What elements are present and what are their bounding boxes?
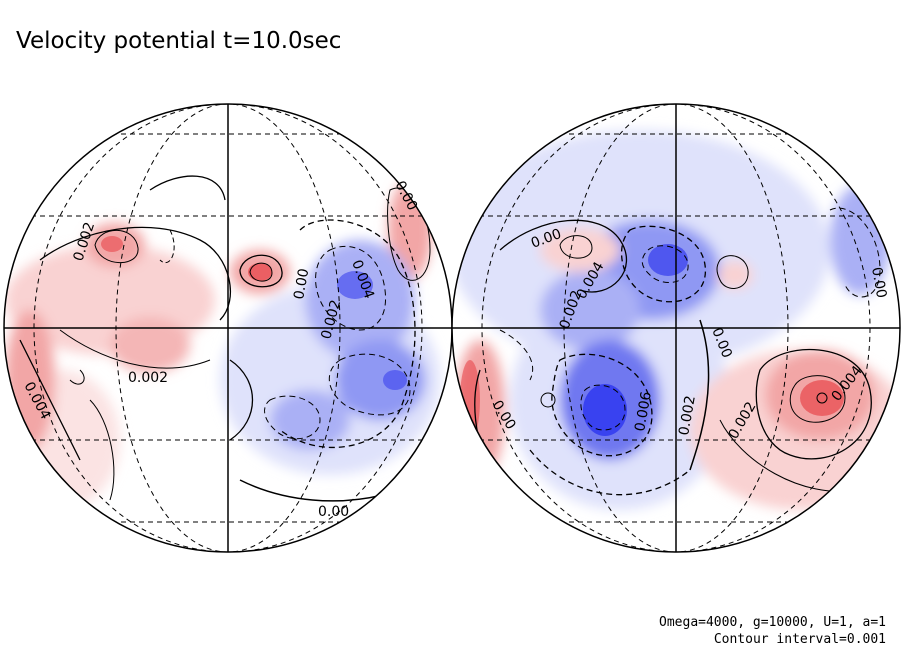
contour-label: 0.00 [318,504,349,520]
right-hemisphere: 0.00 0.002 0.004 0.006 0.002 0.00 0.002 … [451,103,901,553]
footer-contour-interval: Contour interval=0.001 [714,632,886,647]
contour-label: 0.00 [291,267,312,300]
footer-params: Omega=4000, g=10000, U=1, a=1 [659,615,886,630]
right-contours [474,207,881,496]
contour-label: 0.00 [868,266,889,299]
contour-label: 0.006 [632,390,655,432]
map-title: Velocity potential t=10.0sec [16,28,341,54]
contour-label: 0.002 [676,394,699,436]
left-hemisphere: 0.002 0.00 0.002 0.004 0.002 0.004 0.00 … [3,103,453,553]
left-contours [19,175,431,502]
contour-label: 0.002 [128,370,168,386]
